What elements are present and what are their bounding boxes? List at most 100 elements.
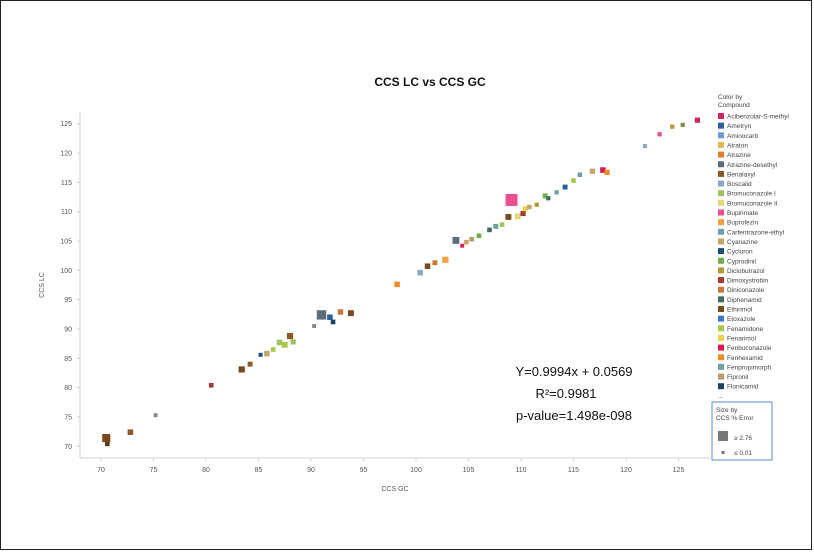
regression-annotation: p-value=1.498e-098 xyxy=(516,408,632,423)
legend-item-label: Fenhexamid xyxy=(727,355,763,362)
legend-item-label: Flonicamid xyxy=(727,384,759,391)
data-point xyxy=(105,441,110,447)
legend-more-indicator: ... xyxy=(718,393,724,400)
y-tick-label: 70 xyxy=(64,444,72,451)
data-point xyxy=(432,260,438,266)
data-point xyxy=(312,324,317,329)
data-point xyxy=(442,256,449,263)
data-point xyxy=(604,169,610,176)
data-point xyxy=(327,314,333,321)
data-point xyxy=(460,243,465,248)
size-legend-large-swatch xyxy=(718,431,728,441)
data-point xyxy=(153,413,158,418)
x-axis-label: CCS GC xyxy=(381,486,408,493)
legend-swatch xyxy=(718,354,724,361)
data-point xyxy=(520,210,526,217)
legend-item-label: Cyprodinil xyxy=(727,258,756,265)
legend-swatch xyxy=(718,296,724,303)
legend-swatch xyxy=(718,113,724,119)
y-tick-label: 95 xyxy=(64,297,72,304)
data-point xyxy=(347,310,354,317)
chart-title: CCS LC vs CCS GC xyxy=(374,75,486,89)
size-legend-label: ≥ 2.76 xyxy=(734,435,752,442)
legend-item-label: Buprofezin xyxy=(727,220,758,227)
data-point xyxy=(476,233,482,239)
legend-swatch xyxy=(718,248,724,255)
legend-swatch xyxy=(718,277,724,284)
legend-swatch xyxy=(718,238,724,245)
data-point xyxy=(208,382,214,388)
legend-swatch xyxy=(718,209,724,216)
x-tick-label: 95 xyxy=(360,467,368,474)
y-axis-label: CCS LC xyxy=(39,272,46,298)
data-point xyxy=(424,263,431,270)
legend-swatch xyxy=(718,383,724,390)
data-point xyxy=(281,341,288,348)
legend-item-label: Carfentrazone-ethyl xyxy=(727,229,785,236)
x-tick-label: 70 xyxy=(97,467,105,474)
data-point xyxy=(487,227,492,233)
legend-swatch xyxy=(718,219,724,226)
legend-swatch xyxy=(718,122,724,129)
x-tick-label: 115 xyxy=(568,467,579,474)
legend-swatch xyxy=(718,199,724,206)
data-point xyxy=(238,366,245,373)
legend-swatch xyxy=(718,286,724,293)
data-point xyxy=(505,193,518,206)
data-point xyxy=(258,352,263,357)
data-point xyxy=(694,117,701,123)
legend-swatch xyxy=(718,132,724,139)
data-point xyxy=(527,204,532,210)
legend-item-label: Diclobutrazol xyxy=(727,268,765,275)
legend-item-label: Cyanazine xyxy=(727,239,758,246)
legend-item-label: Fenbuconazole xyxy=(727,345,772,352)
x-tick-label: 125 xyxy=(673,467,685,474)
data-point xyxy=(417,269,423,276)
data-point xyxy=(657,132,662,137)
legend-item-label: Fenamidone xyxy=(727,326,764,333)
data-point xyxy=(534,202,539,207)
legend-item-label: Ethirimol xyxy=(727,307,753,314)
legend-item-label: Aminocarb xyxy=(727,133,758,140)
data-point xyxy=(264,350,270,357)
data-point xyxy=(493,223,499,229)
legend-item-label: Bromuconazole II xyxy=(727,200,778,207)
y-tick-label: 115 xyxy=(61,180,72,187)
size-legend-box xyxy=(711,401,773,461)
legend-swatch xyxy=(718,344,724,351)
data-point xyxy=(276,339,283,346)
y-tick-label: 85 xyxy=(64,356,72,363)
data-point xyxy=(589,168,596,174)
legend-item-label: Benalaxyl xyxy=(727,171,756,178)
data-point xyxy=(337,309,344,315)
y-tick-label: 80 xyxy=(64,385,72,392)
legend-swatch xyxy=(718,325,724,332)
legend-item-label: Acibenzolar-S-methyl xyxy=(727,114,789,121)
size-legend-title: Size by xyxy=(716,407,738,414)
y-tick-label: 100 xyxy=(60,268,72,275)
legend-swatch xyxy=(718,257,724,264)
data-point xyxy=(316,310,327,320)
y-tick-label: 110 xyxy=(61,209,72,216)
x-tick-label: 75 xyxy=(150,467,158,474)
legend-item-label: Bupirimate xyxy=(727,210,758,217)
legend-item-label: Cycluron xyxy=(727,249,753,256)
regression-annotation: R²=0.9981 xyxy=(535,386,596,401)
x-tick-label: 105 xyxy=(463,467,475,474)
x-tick-label: 85 xyxy=(255,467,263,474)
legend-swatch xyxy=(718,363,724,370)
legend-swatch xyxy=(718,141,724,148)
data-point xyxy=(546,196,551,201)
data-point xyxy=(330,319,336,325)
data-point xyxy=(542,193,548,199)
data-point xyxy=(680,122,685,128)
y-tick-label: 125 xyxy=(60,121,72,128)
legend-item-label: Fipronil xyxy=(727,374,749,381)
x-tick-label: 90 xyxy=(307,467,315,474)
data-point xyxy=(499,222,505,227)
data-point xyxy=(290,339,296,345)
legend-swatch xyxy=(718,373,724,380)
legend-swatch xyxy=(718,161,724,168)
legend-item-label: Atrazine-desethyl xyxy=(727,162,778,169)
data-point xyxy=(670,124,675,129)
